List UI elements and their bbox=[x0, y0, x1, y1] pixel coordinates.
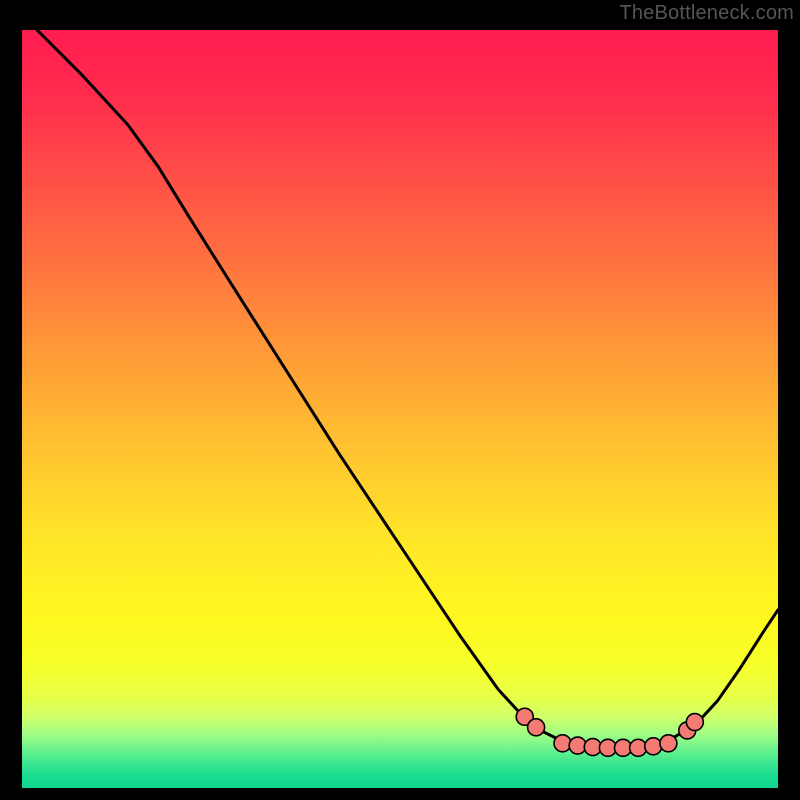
attribution-text: TheBottleneck.com bbox=[619, 2, 794, 25]
gradient-background bbox=[22, 30, 778, 788]
marker-point bbox=[528, 719, 545, 736]
marker-point bbox=[554, 735, 571, 752]
plot-area bbox=[22, 30, 778, 788]
marker-point bbox=[660, 735, 677, 752]
marker-point bbox=[686, 714, 703, 731]
chart-container: { "attribution": "TheBottleneck.com", "a… bbox=[0, 0, 800, 800]
marker-point bbox=[645, 738, 662, 755]
plot-svg bbox=[22, 30, 778, 788]
